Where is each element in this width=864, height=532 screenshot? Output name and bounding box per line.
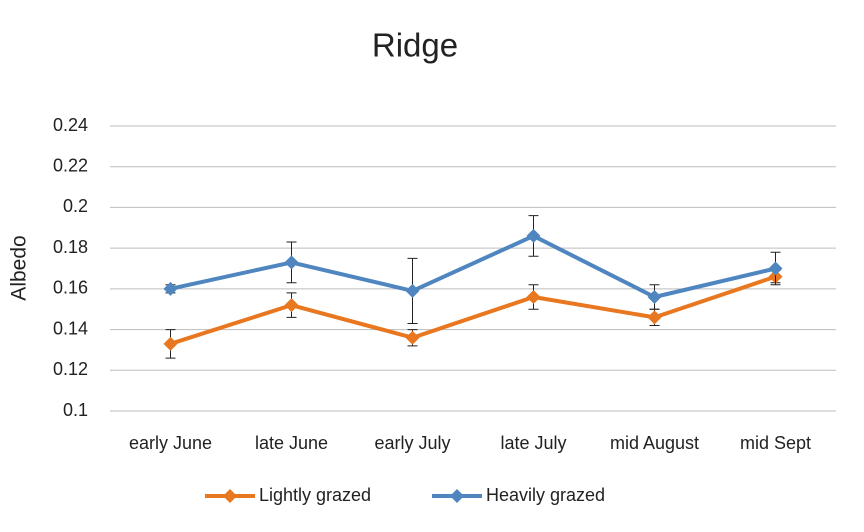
y-tick-label: 0.18 — [53, 237, 88, 257]
y-tick-label: 0.2 — [63, 196, 88, 216]
x-tick-label: late July — [500, 433, 566, 453]
series-line — [170, 233, 776, 299]
y-axis-label: Albedo — [8, 235, 31, 300]
y-tick-label: 0.14 — [53, 318, 88, 338]
point-marker — [163, 281, 178, 296]
point-marker — [405, 330, 420, 345]
chart-title: Ridge — [372, 27, 458, 64]
x-tick-label: early July — [374, 433, 450, 453]
y-tick-label: 0.12 — [53, 359, 88, 379]
x-tick-label: mid Sept — [740, 433, 811, 453]
y-tick-label: 0.16 — [53, 278, 88, 298]
point-marker — [405, 283, 420, 298]
legend-marker — [223, 489, 237, 503]
point-marker — [284, 255, 299, 270]
series-line — [169, 274, 777, 346]
x-tick-label: mid August — [610, 433, 699, 453]
point-marker — [284, 298, 299, 313]
y-tick-label: 0.24 — [53, 115, 88, 135]
point-marker — [768, 261, 783, 276]
x-tick-label: late June — [255, 433, 328, 453]
point-marker — [526, 290, 541, 304]
x-tick-label: early June — [129, 433, 212, 453]
point-marker — [163, 336, 178, 351]
point-marker — [647, 310, 662, 325]
legend-label: Heavily grazed — [486, 485, 605, 505]
legend-label: Lightly grazed — [259, 485, 371, 505]
point-marker — [647, 290, 662, 304]
y-tick-label: 0.22 — [53, 155, 88, 175]
y-tick-label: 0.1 — [63, 400, 88, 420]
point-marker — [526, 228, 541, 243]
legend-marker — [450, 489, 464, 503]
